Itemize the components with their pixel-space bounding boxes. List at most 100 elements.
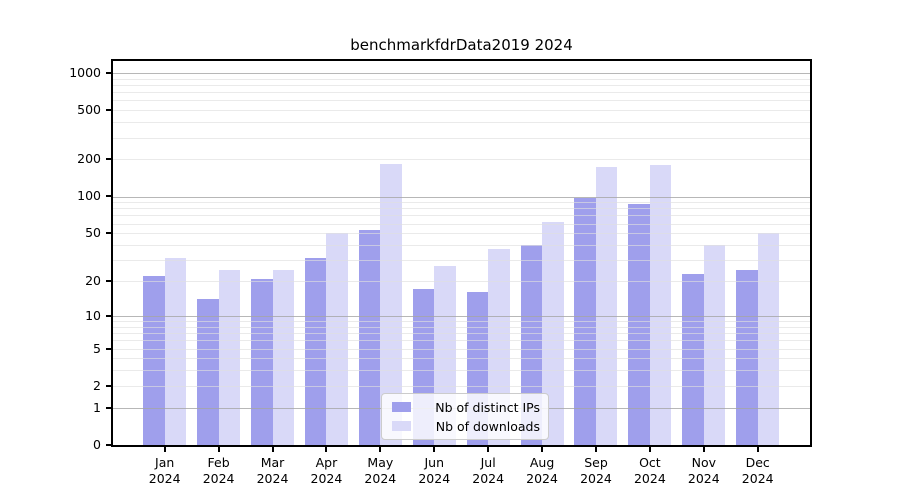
minor-gridline <box>113 122 810 124</box>
bar-downloads-sep <box>595 167 618 445</box>
minor-gridline <box>113 385 810 387</box>
y-tick-mark <box>106 444 112 446</box>
x-tick-label: Apr 2024 <box>310 455 343 486</box>
x-tick-mark <box>433 447 436 452</box>
y-tick-mark <box>106 347 112 350</box>
bar-distinct-ips-dec <box>736 269 758 445</box>
minor-gridline <box>113 333 810 334</box>
legend-row: Nb of downloads <box>392 418 540 434</box>
bar-distinct-ips-nov <box>682 273 704 445</box>
x-tick-label: Jun 2024 <box>418 455 451 486</box>
x-tick-label: Jan 2024 <box>148 455 181 486</box>
bar-downloads-may <box>380 164 402 445</box>
x-tick-mark <box>487 447 490 452</box>
minor-gridline <box>113 326 810 328</box>
x-tick-mark <box>594 447 597 452</box>
minor-gridline <box>113 202 810 204</box>
y-tick-label: 200 <box>77 151 101 167</box>
y-tick-mark <box>106 71 112 74</box>
y-tick-mark <box>106 195 112 198</box>
x-tick-mark <box>648 447 651 452</box>
legend-swatch-distinct-ips <box>392 402 411 412</box>
bar-downloads-jan <box>164 258 187 445</box>
y-tick-label: 10 <box>85 307 101 323</box>
x-tick-mark <box>702 447 705 452</box>
minor-gridline <box>113 348 810 350</box>
y-tick-mark <box>106 280 112 283</box>
bar-distinct-ips-jan <box>143 276 165 445</box>
x-tick-mark <box>756 447 759 452</box>
legend: Nb of distinct IPs Nb of downloads <box>381 393 549 440</box>
bar-downloads-nov <box>703 245 726 445</box>
y-tick-label: 20 <box>85 273 101 289</box>
minor-gridline <box>113 223 810 225</box>
minor-gridline <box>113 260 810 262</box>
bar-downloads-feb <box>218 269 241 445</box>
bar-downloads-mar <box>272 269 295 445</box>
bar-downloads-apr <box>326 233 348 445</box>
major-gridline <box>113 315 810 317</box>
minor-gridline <box>113 84 810 86</box>
y-tick-label: 1 <box>93 399 101 415</box>
minor-gridline <box>113 233 810 235</box>
x-tick-label: Jul 2024 <box>472 455 505 486</box>
x-tick-label: Sep 2024 <box>580 455 612 486</box>
x-tick-label: May 2024 <box>364 455 397 486</box>
minor-gridline <box>113 208 810 210</box>
bar-downloads-dec <box>757 233 780 445</box>
x-tick-label: Dec 2024 <box>741 455 774 486</box>
y-tick-mark <box>106 314 112 317</box>
minor-gridline <box>113 137 810 139</box>
y-tick-mark <box>106 158 112 161</box>
minor-gridline <box>113 159 810 161</box>
minor-gridline <box>113 321 810 322</box>
bar-distinct-ips-apr <box>304 258 327 445</box>
y-tick-label: 50 <box>85 225 101 241</box>
minor-gridline <box>113 78 810 80</box>
minor-gridline <box>113 358 810 360</box>
plot-area: Nb of distinct IPs Nb of downloads <box>111 59 812 447</box>
bar-distinct-ips-oct <box>628 203 650 445</box>
y-tick-mark <box>106 232 112 235</box>
minor-gridline <box>113 110 810 112</box>
x-tick-mark <box>163 447 166 452</box>
bar-distinct-ips-may <box>358 230 381 445</box>
y-tick-label: 500 <box>77 102 101 118</box>
legend-label-distinct-ips: Nb of distinct IPs <box>435 399 540 415</box>
y-tick-label: 100 <box>77 188 101 204</box>
x-tick-label: Mar 2024 <box>256 455 289 486</box>
legend-swatch-downloads <box>392 421 411 431</box>
x-tick-mark <box>379 447 382 452</box>
y-tick-label: 2 <box>93 377 101 393</box>
minor-gridline <box>113 245 810 246</box>
minor-gridline <box>113 340 810 342</box>
plot-canvas <box>113 61 810 445</box>
minor-gridline <box>113 92 810 94</box>
x-tick-mark <box>325 447 328 452</box>
major-gridline <box>113 196 810 198</box>
legend-label-downloads: Nb of downloads <box>435 418 540 434</box>
bar-distinct-ips-mar <box>251 278 273 445</box>
x-tick-mark <box>541 447 544 452</box>
x-tick-label: Feb 2024 <box>202 455 235 486</box>
x-tick-label: Nov 2024 <box>687 455 720 486</box>
y-tick-label: 0 <box>93 437 101 452</box>
x-tick-label: Oct 2024 <box>633 455 666 486</box>
x-tick-mark <box>217 447 220 452</box>
y-tick-label: 5 <box>93 340 101 356</box>
y-tick-mark <box>106 384 112 387</box>
bar-downloads-oct <box>649 164 672 445</box>
legend-row: Nb of distinct IPs <box>392 399 540 415</box>
chart-title: benchmarkfdrData2019 2024 <box>350 36 573 54</box>
minor-gridline <box>113 100 810 102</box>
minor-gridline <box>113 370 810 372</box>
x-tick-mark <box>271 447 274 452</box>
y-tick-mark <box>106 109 112 112</box>
y-tick-label: 1000 <box>69 64 101 80</box>
minor-gridline <box>113 281 810 282</box>
x-tick-label: Aug 2024 <box>526 455 558 486</box>
major-gridline <box>113 72 810 74</box>
minor-gridline <box>113 215 810 217</box>
y-tick-mark <box>106 406 112 409</box>
